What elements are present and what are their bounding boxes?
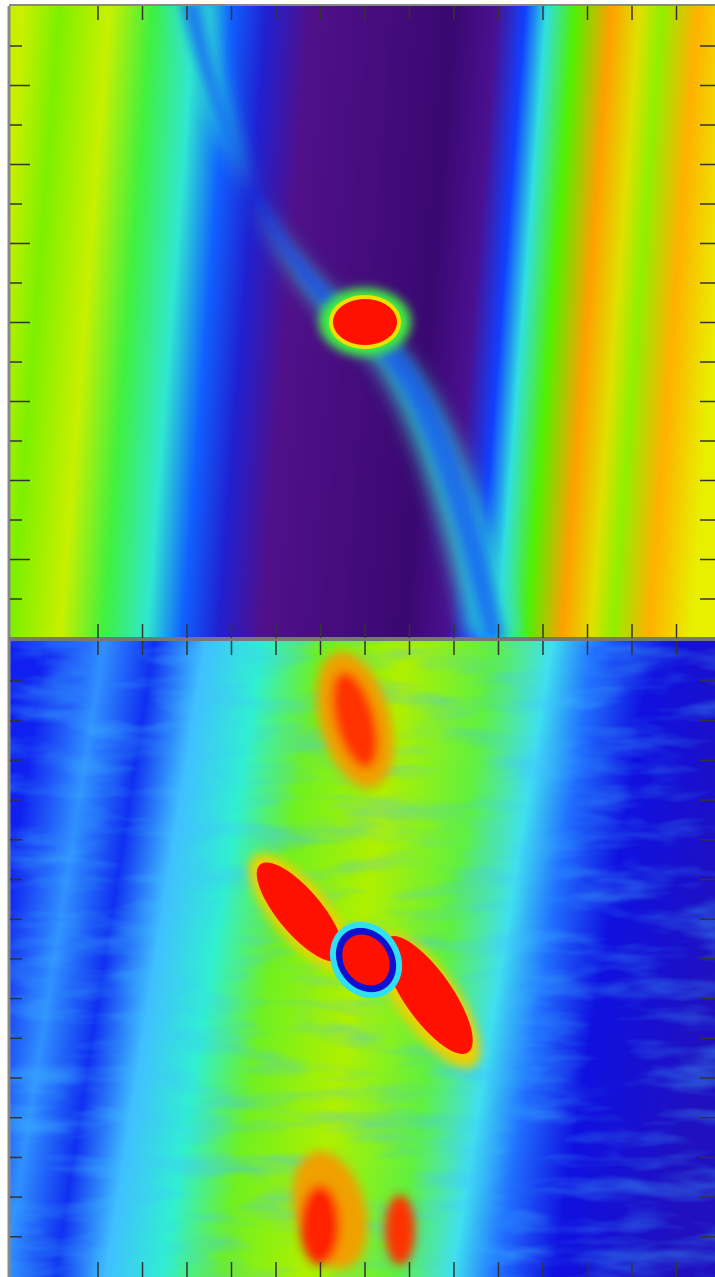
spot [385,1195,415,1265]
lobe [256,862,344,962]
spot [331,671,379,769]
core [342,934,390,986]
top-panel [10,6,715,638]
core [333,299,397,345]
hot-spots [292,651,415,1269]
ticks [10,6,715,1277]
bottom-panel [10,641,715,1277]
lobe [383,936,473,1054]
spot [300,1185,340,1265]
